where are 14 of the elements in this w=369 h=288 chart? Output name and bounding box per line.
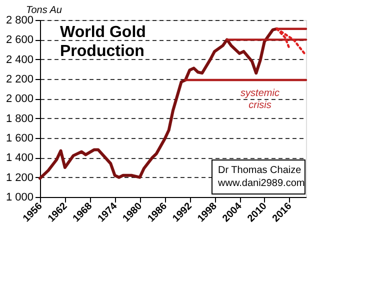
y-tick-label: 1 800 [6,112,34,125]
y-tick-label: 2 000 [6,93,34,106]
annotation: Dr Thomas Chaize www.dani2989.com [217,165,305,189]
annotation: systemic crisis [240,88,280,111]
y-tick-label: 1 200 [6,172,34,184]
y-tick-label: 2 800 [6,14,34,26]
y-tick-label: 1 400 [6,152,34,164]
y-tick-label: 2 400 [6,54,34,66]
y-axis-title: Tons Au [26,5,62,16]
y-tick-label: 2 200 [6,74,34,86]
y-tick-label: 1 600 [6,132,34,144]
y-tick-label: 2 600 [6,34,34,46]
text: World Gold Production [60,24,146,60]
y-tick-label: 1 000 [6,192,34,204]
